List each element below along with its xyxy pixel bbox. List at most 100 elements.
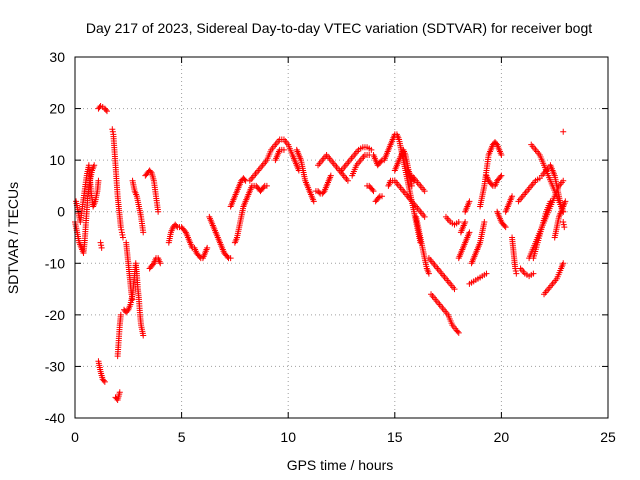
data-point — [451, 286, 458, 293]
series-arc-ag — [408, 172, 428, 195]
data-point — [512, 265, 519, 272]
series-arc-aa — [372, 193, 386, 205]
data-point — [117, 224, 124, 231]
series-arc-y — [364, 182, 377, 195]
axis-ticks — [74, 56, 609, 419]
series-arc-aw — [517, 265, 537, 280]
series-arc-d — [97, 239, 105, 251]
series-arc-p — [227, 175, 249, 210]
data-point — [369, 186, 376, 193]
data-point — [454, 328, 461, 335]
grid-lines — [75, 57, 608, 418]
data-point — [109, 128, 116, 135]
data-point — [118, 226, 125, 233]
data-point — [498, 151, 505, 158]
y-tick-label: -40 — [45, 410, 65, 426]
x-tick-label: 0 — [71, 429, 79, 445]
y-tick-label: -30 — [45, 358, 65, 374]
data-point — [181, 228, 188, 235]
data-point — [379, 193, 386, 200]
series-arc-a — [72, 162, 98, 256]
y-tick-label: 20 — [49, 101, 65, 117]
series-arc-bd — [560, 219, 568, 231]
data-point — [119, 231, 126, 238]
series-arc-ak — [442, 213, 462, 228]
data-point — [241, 176, 248, 183]
y-tick-labels: -40 -30 -20 -10 0 10 20 30 — [45, 49, 65, 426]
plot-frame — [74, 56, 609, 419]
y-axis-label: SDTVAR / TECUs — [5, 182, 21, 294]
data-point — [147, 168, 154, 175]
series-arc-o — [206, 213, 234, 262]
y-tick-label: -10 — [45, 255, 65, 271]
series-arc-ay — [530, 198, 554, 262]
x-tick-label: 25 — [600, 429, 616, 445]
data-point — [560, 260, 567, 267]
series-arc-ao — [466, 270, 490, 287]
data-point — [497, 173, 504, 180]
data-point — [100, 377, 107, 384]
data-point — [260, 184, 267, 191]
series-arc-q — [231, 182, 270, 246]
x-tick-label: 15 — [387, 429, 403, 445]
data-point — [140, 332, 147, 339]
data-point — [95, 177, 102, 184]
data-point — [530, 270, 537, 277]
data-point — [320, 189, 327, 196]
data-point — [561, 224, 568, 231]
data-point — [462, 219, 469, 226]
y-tick-label: -20 — [45, 307, 65, 323]
series-arc-an — [462, 198, 473, 215]
series-arc-ai — [425, 255, 458, 293]
data-point — [370, 188, 377, 195]
data-point — [155, 208, 162, 215]
series-arc-l — [142, 167, 162, 215]
y-tick-label: 30 — [49, 49, 65, 65]
data-point — [481, 219, 488, 226]
data-point — [421, 213, 428, 220]
series-arc-m — [146, 255, 164, 272]
data-point — [101, 378, 108, 385]
series-arc-ae — [391, 177, 428, 220]
x-tick-label: 20 — [494, 429, 510, 445]
series-arc-z — [370, 151, 386, 169]
series-arc-b — [73, 162, 102, 226]
series-arc-j — [123, 239, 136, 303]
series-arc-ar — [483, 172, 505, 189]
series-arc-ap — [468, 219, 488, 267]
data-point — [118, 229, 125, 236]
data-point — [327, 172, 334, 179]
data-point — [116, 389, 123, 396]
data-point — [408, 182, 415, 189]
data-point — [149, 261, 156, 268]
data-point — [103, 108, 110, 115]
x-tick-label: 5 — [178, 429, 186, 445]
series-arc-au — [509, 234, 520, 277]
data-point — [344, 177, 351, 184]
data-point — [97, 239, 104, 246]
data-point — [377, 158, 384, 165]
data-point — [173, 222, 180, 229]
data-point — [102, 106, 109, 113]
series-arc-al — [455, 229, 473, 262]
data-point — [263, 182, 270, 189]
data-point — [129, 293, 136, 300]
x-tick-label: 10 — [280, 429, 296, 445]
series-arc-av — [515, 175, 543, 205]
data-point — [501, 222, 508, 229]
data-point — [512, 268, 519, 275]
data-point — [560, 128, 567, 135]
data-point — [129, 296, 136, 303]
data-point — [119, 234, 126, 241]
series-arc-r — [246, 136, 302, 184]
series-arc-x — [349, 151, 373, 179]
data-point — [98, 244, 105, 251]
data-point — [425, 270, 432, 277]
data-point — [310, 198, 317, 205]
series-arc-t — [293, 146, 317, 205]
data-point — [483, 270, 490, 277]
data-point — [562, 198, 569, 205]
data-point — [560, 219, 567, 226]
series-arc-be — [560, 128, 567, 135]
series-arc-e — [95, 358, 108, 385]
